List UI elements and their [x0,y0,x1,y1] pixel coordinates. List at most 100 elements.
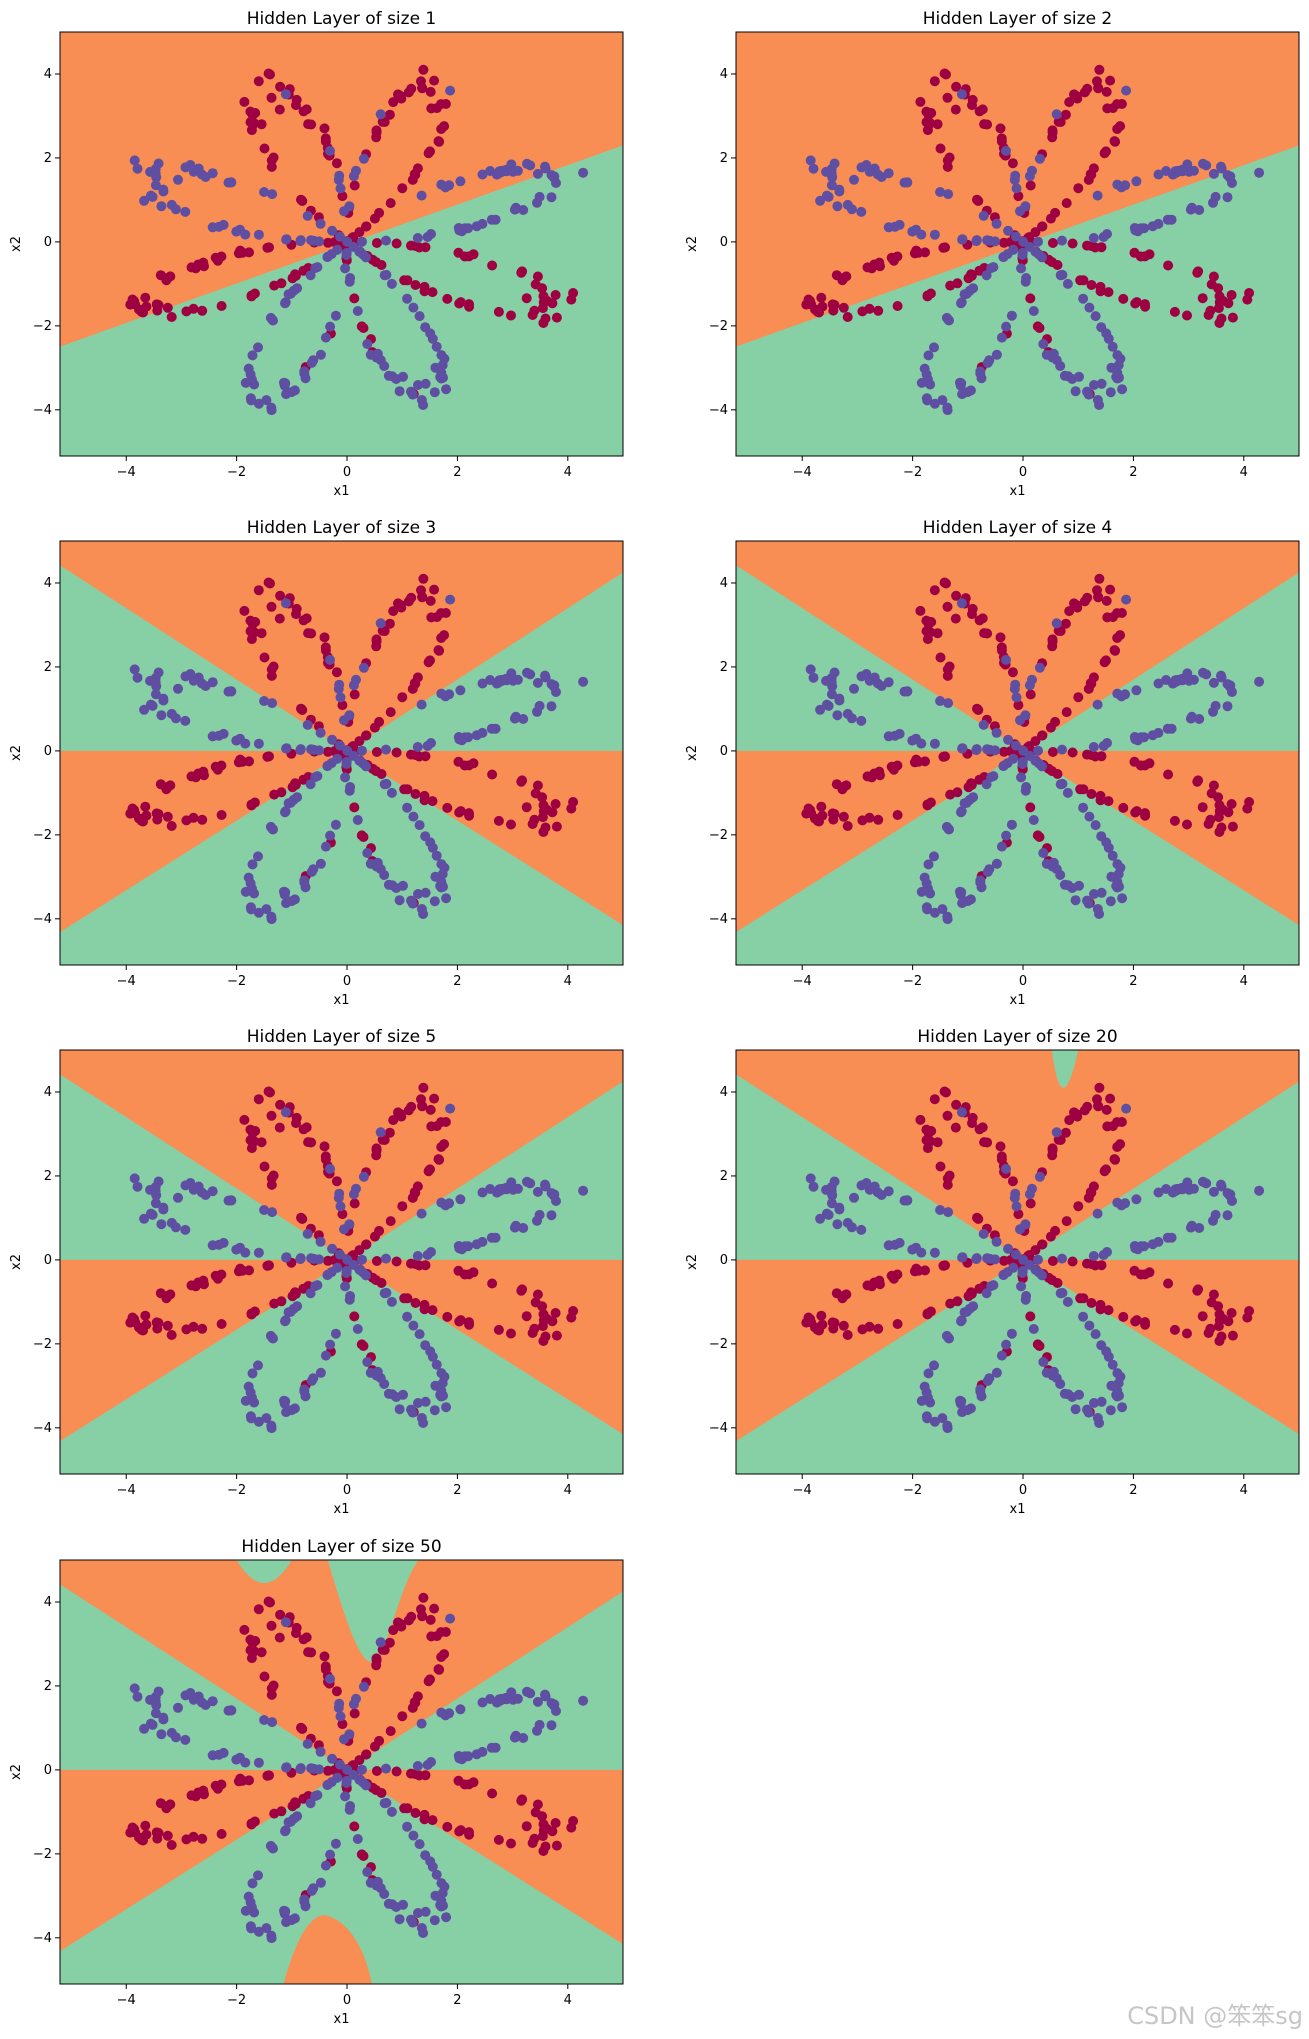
point-class-blue [1003,225,1014,236]
point-class-blue [295,1764,306,1775]
point-class-blue [344,1219,355,1230]
point-class-red [915,605,926,616]
point-class-red [259,652,270,663]
point-class-blue [413,380,423,390]
point-class-blue [982,1253,993,1264]
point-class-blue [259,1205,270,1215]
point-class-red [1242,294,1253,305]
point-class-red [276,787,287,798]
point-class-red [532,1799,543,1810]
point-class-blue [416,1923,427,1933]
point-class-red [141,1829,152,1840]
point-class-red [399,1803,410,1814]
x-axis-label: x1 [1010,1502,1026,1517]
point-class-blue [445,594,456,605]
point-class-red [162,1830,173,1841]
point-class-blue [1051,618,1062,629]
point-class-red [436,1142,447,1152]
x-tick-label: −4 [793,465,812,480]
point-class-red [1088,672,1099,683]
point-class-blue [422,1250,433,1260]
point-class-blue [1115,862,1126,873]
point-class-blue [352,1834,363,1844]
point-class-blue [441,1912,452,1923]
point-class-blue [383,1898,394,1909]
point-class-blue [485,166,496,176]
point-class-blue [1254,167,1265,178]
point-class-red [418,1082,429,1093]
scatter-points [125,1592,589,1944]
point-class-blue [805,664,816,675]
point-class-blue [540,1181,551,1192]
point-class-red [403,87,414,98]
point-class-blue [196,1697,207,1708]
point-class-red [266,92,277,103]
point-class-blue [826,1186,837,1197]
point-class-red [291,609,301,620]
point-class-blue [975,875,986,886]
point-class-blue [259,1715,270,1725]
point-class-red [972,703,982,714]
point-class-red [193,1277,204,1288]
point-class-red [385,707,396,718]
y-tick-label: −4 [33,912,52,927]
point-class-red [1116,1117,1127,1127]
point-class-blue [962,1405,973,1416]
point-class-blue [413,1908,423,1918]
point-class-blue [1222,192,1233,203]
point-class-red [323,1255,333,1266]
point-class-red [1094,1082,1105,1093]
point-class-red [253,1604,264,1615]
point-class-blue [213,1239,224,1250]
point-class-red [349,293,360,304]
point-class-red [371,127,382,138]
point-class-blue [929,1416,940,1427]
point-class-red [464,1779,474,1790]
point-class-blue [315,727,326,738]
point-class-blue [340,772,351,783]
point-class-blue [846,713,857,724]
point-class-blue [943,1207,954,1218]
point-class-red [319,1651,330,1662]
point-class-red [216,301,227,311]
point-class-blue [1011,692,1022,703]
point-class-red [1053,625,1064,636]
point-class-blue [436,876,447,887]
x-tick-label: 2 [453,974,461,989]
subplot-title: Hidden Layer of size 1 [247,9,437,29]
point-class-blue [1096,887,1107,898]
point-class-blue [333,174,344,185]
point-class-red [817,810,828,821]
point-class-blue [856,715,867,726]
point-class-red [274,613,285,624]
point-class-blue [170,713,181,724]
x-tick-label: −2 [227,974,246,989]
point-class-red [296,1722,306,1733]
point-class-blue [534,1719,545,1730]
point-class-blue [957,234,968,245]
point-class-blue [253,398,264,409]
point-class-red [141,810,152,821]
point-class-red [239,605,250,616]
point-class-red [361,221,371,232]
point-class-blue [551,178,561,188]
point-class-blue [929,907,940,918]
point-class-red [216,810,227,820]
point-class-red [1218,1313,1228,1324]
point-class-blue [320,1350,331,1361]
point-class-red [417,1100,428,1111]
point-class-blue [883,1186,894,1197]
point-class-red [162,1320,173,1331]
point-class-red [1112,633,1123,643]
point-class-red [1047,1145,1058,1156]
x-tick-label: 4 [564,974,572,989]
point-class-blue [1033,236,1043,247]
point-class-red [841,271,852,282]
point-class-blue [325,830,336,841]
point-class-red [354,1245,365,1256]
point-class-blue [1147,221,1158,232]
point-class-red [331,1686,342,1697]
point-class-red [1242,1312,1253,1323]
